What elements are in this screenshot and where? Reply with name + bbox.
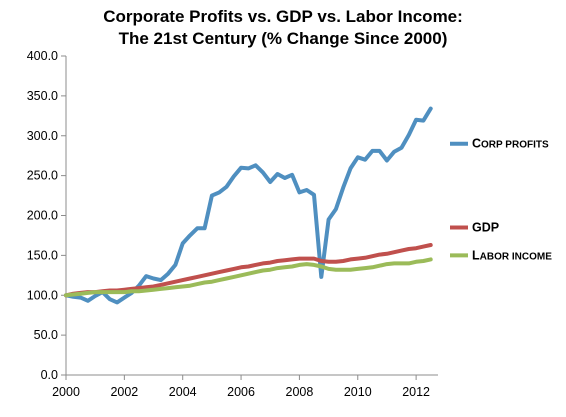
- chart-title-line-2: The 21st Century (% Change Since 2000): [119, 29, 448, 48]
- x-tick-label: 2002: [110, 385, 138, 399]
- y-tick-label: 150.0: [27, 248, 58, 262]
- series-line-labor-income: [64, 257, 433, 298]
- series-line-corp-profits: [64, 106, 433, 305]
- legend: CORP PROFITS GDP LABOR INCOME: [450, 137, 552, 262]
- legend-label-corp-profits: CORP PROFITS: [472, 137, 549, 151]
- legend-label-labor-income: LABOR INCOME: [472, 248, 552, 262]
- x-tick-label: 2008: [286, 385, 314, 399]
- chart-title-line-1: Corporate Profits vs. GDP vs. Labor Inco…: [103, 7, 463, 26]
- y-tick-label: 250.0: [27, 169, 58, 183]
- x-tick-label: 2000: [52, 385, 80, 399]
- x-tick-label: 2006: [227, 385, 255, 399]
- y-tick-label: 400.0: [27, 49, 58, 63]
- series-line-gdp: [64, 243, 433, 298]
- axes: 0.0 50.0 100.0 150.0 200.0 250.0 300.0 350.0 400…: [27, 49, 438, 399]
- x-tick-label: 2012: [402, 385, 430, 399]
- y-tick-label: 350.0: [27, 89, 58, 103]
- y-tick-label: 200.0: [27, 209, 58, 223]
- y-tick-label: 300.0: [27, 129, 58, 143]
- y-tick-label: 50.0: [34, 328, 58, 342]
- x-tick-label: 2010: [344, 385, 372, 399]
- x-tick-label: 2004: [169, 385, 197, 399]
- y-tick-label: 0.0: [41, 368, 58, 382]
- series-layer: [64, 106, 433, 305]
- y-tick-label: 100.0: [27, 288, 58, 302]
- legend-label-gdp: GDP: [472, 220, 499, 234]
